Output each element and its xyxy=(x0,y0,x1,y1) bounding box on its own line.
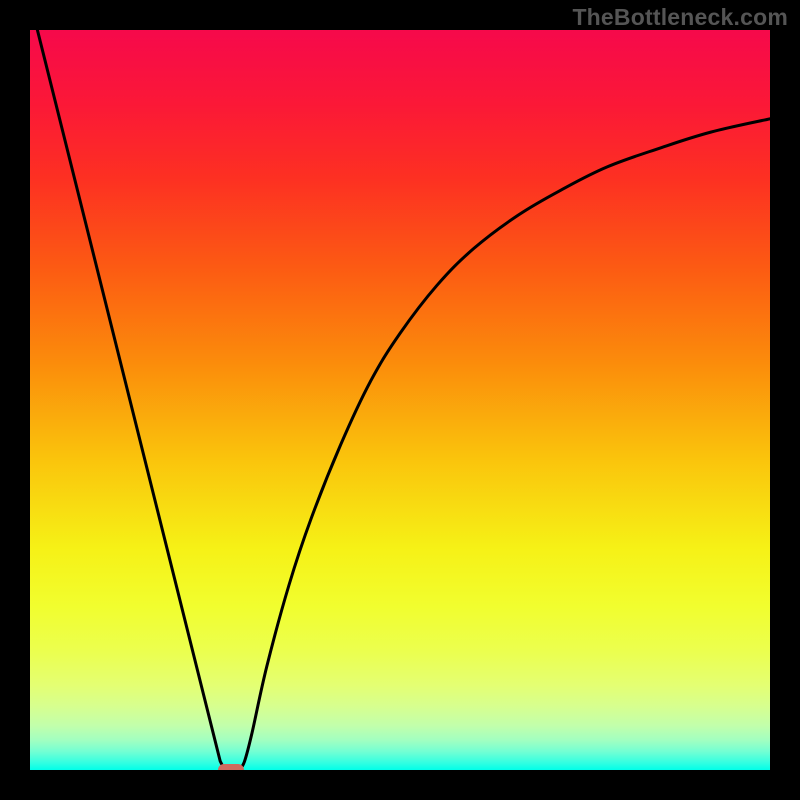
curve-right-branch xyxy=(239,119,770,770)
plot-area xyxy=(30,30,770,770)
curve-left-branch xyxy=(37,30,224,770)
chart-container: TheBottleneck.com xyxy=(0,0,800,800)
optimal-point-marker xyxy=(218,764,244,770)
bottleneck-curve xyxy=(30,30,770,770)
watermark-label: TheBottleneck.com xyxy=(572,4,788,31)
